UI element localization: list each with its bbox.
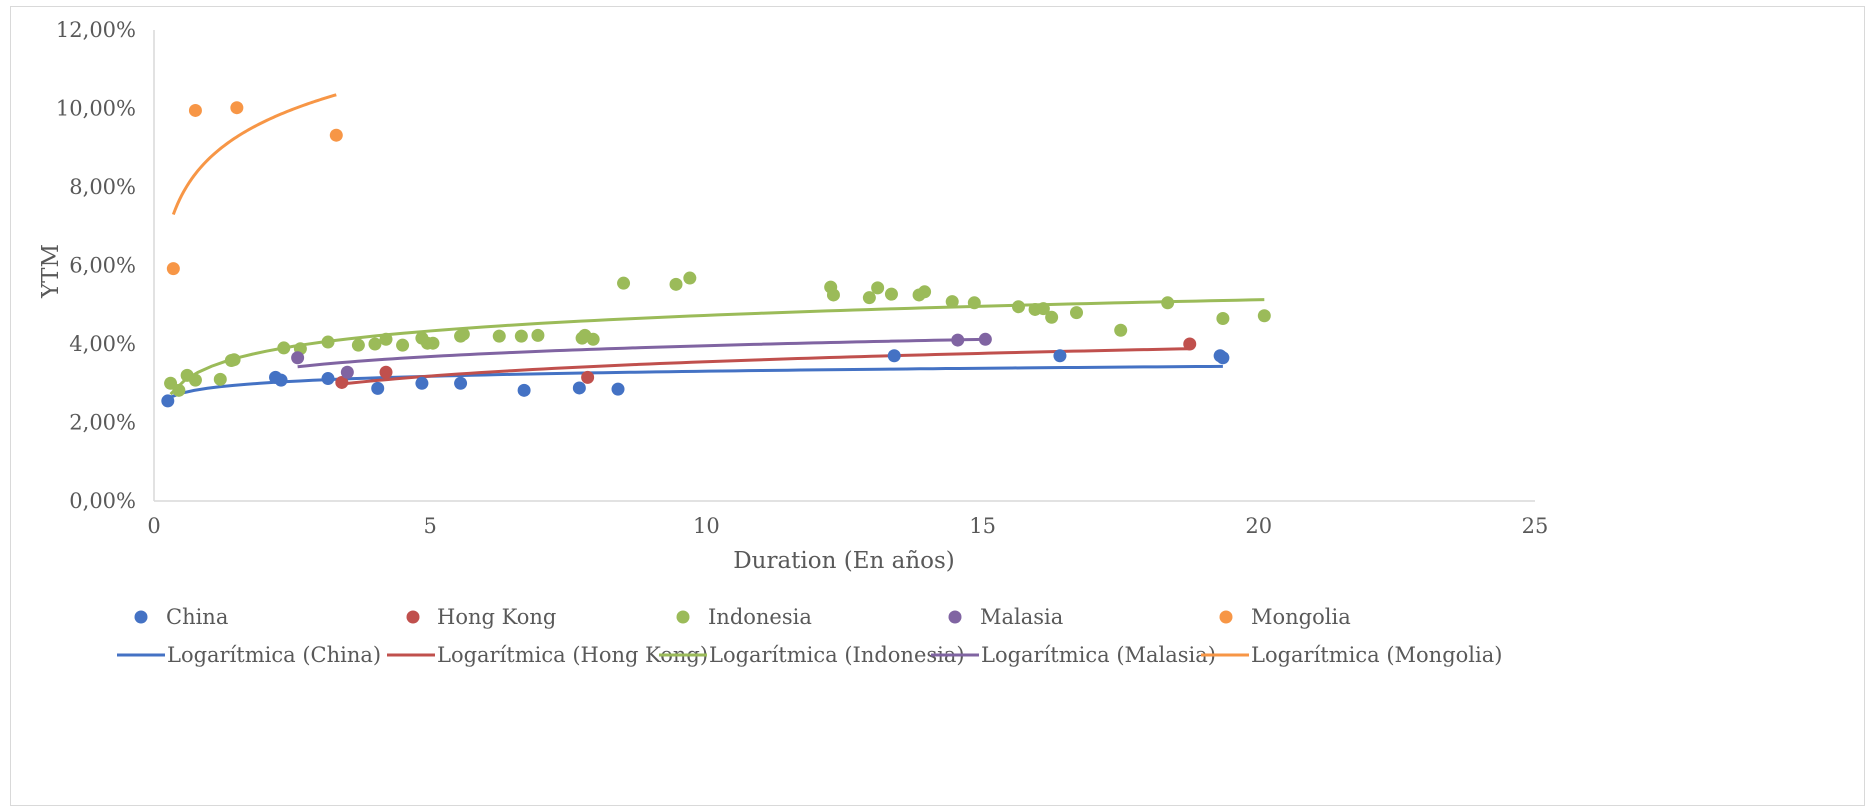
legend-label: Indonesia xyxy=(708,605,812,629)
data-point xyxy=(967,296,981,310)
data-point xyxy=(1053,349,1067,363)
data-point xyxy=(826,288,840,302)
chart-area: 0,00% 2,00% 4,00% 6,00% 8,00% 10,00% 12,00% 0 5 1… xyxy=(10,6,1865,806)
trendline xyxy=(169,298,1265,396)
axes: 0,00% 2,00% 4,00% 6,00% 8,00% 10,00% 12,00% 0 5 1… xyxy=(56,18,1548,538)
data-point xyxy=(683,271,697,285)
data-point xyxy=(172,383,186,397)
legend-label: Logarítmica (Malasia) xyxy=(981,643,1216,667)
x-tick-label: 15 xyxy=(969,514,996,538)
data-point xyxy=(321,335,335,349)
x-tick-label: 25 xyxy=(1522,514,1549,538)
data-point xyxy=(951,333,965,347)
data-point xyxy=(572,381,586,395)
data-point xyxy=(188,103,202,117)
x-axis-title: Duration (En años) xyxy=(733,548,955,574)
x-tick-label: 0 xyxy=(147,514,160,538)
y-tick-label: 0,00% xyxy=(69,489,136,513)
data-point xyxy=(1045,310,1059,324)
legend-label: Logarítmica (Mongolia) xyxy=(1251,643,1502,667)
data-point xyxy=(1114,323,1128,337)
data-point xyxy=(1161,296,1175,310)
chart-svg: 0,00% 2,00% 4,00% 6,00% 8,00% 10,00% 12,00% 0 5 1… xyxy=(38,18,1548,667)
data-point xyxy=(415,376,429,390)
legend-label: Logarítmica (China) xyxy=(167,643,381,667)
y-tick-label: 6,00% xyxy=(69,254,136,278)
legend-label: China xyxy=(166,605,228,629)
legend-label: Mongolia xyxy=(1251,605,1351,629)
y-tick-label: 10,00% xyxy=(56,97,136,121)
data-point xyxy=(351,338,365,352)
data-point xyxy=(978,332,992,346)
data-point xyxy=(1257,309,1271,323)
data-point xyxy=(161,394,175,408)
trendline xyxy=(341,347,1190,386)
legend: China Hong Kong Indonesia Malasia Mongolia Lo… xyxy=(117,605,1502,667)
data-point xyxy=(426,336,440,350)
data-point xyxy=(329,128,343,142)
data-point xyxy=(291,351,305,365)
data-point xyxy=(230,101,244,115)
data-point xyxy=(277,341,291,355)
data-point xyxy=(871,281,885,295)
data-point xyxy=(379,365,393,379)
y-tick-label: 2,00% xyxy=(69,411,136,435)
data-point xyxy=(274,373,288,387)
data-point xyxy=(617,276,631,290)
legend-label: Logarítmica (Indonesia) xyxy=(709,643,965,667)
data-point xyxy=(321,372,335,386)
data-point xyxy=(335,375,349,389)
y-tick-label: 4,00% xyxy=(69,332,136,356)
legend-marker xyxy=(948,610,962,624)
data-point xyxy=(1012,300,1026,314)
data-point xyxy=(396,338,410,352)
data-point xyxy=(531,328,545,342)
data-point xyxy=(862,291,876,305)
y-axis-title: YTM xyxy=(38,244,64,299)
legend-marker xyxy=(406,610,420,624)
data-point xyxy=(379,332,393,346)
data-point xyxy=(227,353,241,367)
y-tick-label: 8,00% xyxy=(69,175,136,199)
x-tick-label: 10 xyxy=(693,514,720,538)
data-point xyxy=(1070,306,1084,320)
data-point xyxy=(918,285,932,299)
y-tick-label: 12,00% xyxy=(56,18,136,42)
data-point xyxy=(454,376,468,390)
data-point xyxy=(517,383,531,397)
data-point xyxy=(611,382,625,396)
data-point xyxy=(492,329,506,343)
data-point xyxy=(1036,302,1050,316)
data-point xyxy=(213,372,227,386)
data-point xyxy=(166,262,180,276)
legend-label: Malasia xyxy=(980,605,1063,629)
data-point xyxy=(586,332,600,346)
data-point xyxy=(340,365,354,379)
data-points xyxy=(161,101,1271,408)
data-point xyxy=(884,287,898,301)
data-point xyxy=(945,295,959,309)
data-point xyxy=(581,370,595,384)
data-point xyxy=(371,381,385,395)
legend-label: Hong Kong xyxy=(437,605,556,629)
x-tick-label: 20 xyxy=(1245,514,1272,538)
data-point xyxy=(188,373,202,387)
data-point xyxy=(514,329,528,343)
legend-marker xyxy=(1219,610,1233,624)
data-point xyxy=(456,327,470,341)
x-tick-label: 5 xyxy=(424,514,437,538)
data-point xyxy=(1216,351,1230,365)
trendline xyxy=(171,93,337,216)
data-point xyxy=(887,349,901,363)
legend-marker xyxy=(134,610,148,624)
legend-marker xyxy=(676,610,690,624)
trendline xyxy=(297,337,986,369)
data-point xyxy=(1216,311,1230,325)
data-point xyxy=(669,277,683,291)
data-point xyxy=(368,337,382,351)
data-point xyxy=(1183,337,1197,351)
